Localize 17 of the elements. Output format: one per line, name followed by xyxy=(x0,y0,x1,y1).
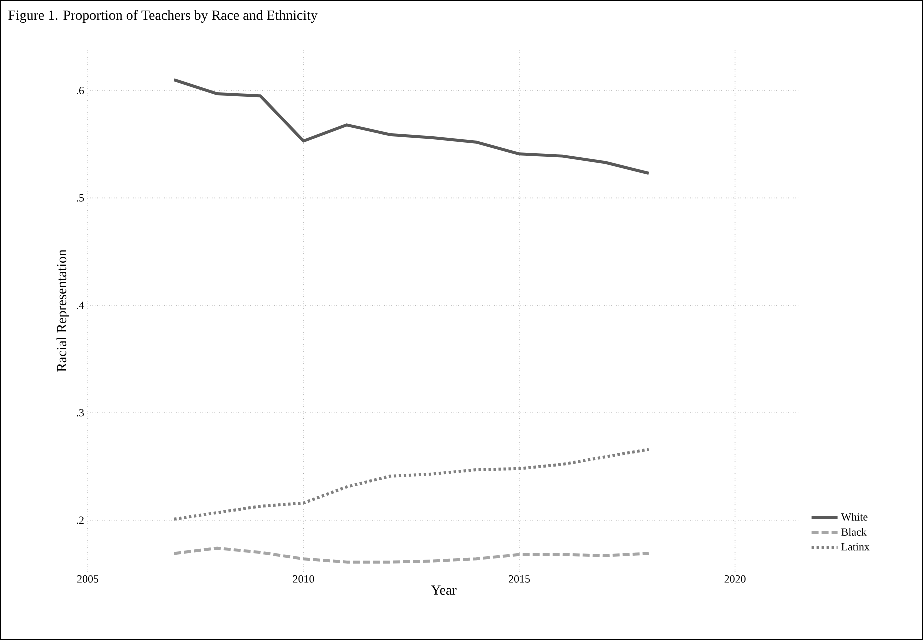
x-tick-label: 2010 xyxy=(293,576,314,583)
y-tick-label: .3 xyxy=(76,409,84,417)
line-series xyxy=(172,78,650,175)
x-tick-label: 2005 xyxy=(78,576,99,583)
y-axis-title: Racial Representation xyxy=(56,250,70,372)
legend-label: Latinx xyxy=(842,543,870,551)
y-tick-label: .6 xyxy=(76,87,84,94)
x-tick-label: 2015 xyxy=(509,576,530,583)
chart-title: Figure 1. Proportion of Teachers by Race and Ethnicity xyxy=(8,10,318,24)
line-series xyxy=(172,546,650,564)
y-tick-label: .4 xyxy=(76,302,84,310)
y-tick-label: .2 xyxy=(76,516,84,524)
y-tick-label: .5 xyxy=(76,194,84,202)
x-tick-label: 2020 xyxy=(724,576,746,583)
legend-label: Black xyxy=(842,528,867,536)
legend-label: White xyxy=(841,513,868,521)
x-axis-title: Year xyxy=(431,586,457,596)
